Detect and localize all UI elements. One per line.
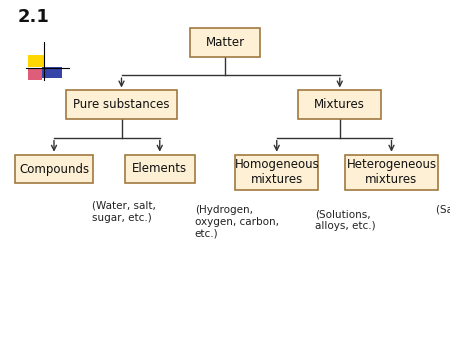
FancyBboxPatch shape — [235, 155, 319, 190]
Text: (Solutions,
alloys, etc.): (Solutions, alloys, etc.) — [315, 210, 376, 231]
Text: Matter: Matter — [206, 36, 244, 49]
Text: Mixtures: Mixtures — [314, 98, 365, 111]
Text: Homogeneous
mixtures: Homogeneous mixtures — [234, 159, 319, 186]
FancyBboxPatch shape — [28, 68, 42, 80]
Text: Heterogeneous
mixtures: Heterogeneous mixtures — [346, 159, 436, 186]
FancyBboxPatch shape — [125, 155, 194, 183]
FancyBboxPatch shape — [298, 91, 381, 119]
FancyBboxPatch shape — [28, 55, 44, 67]
Text: (Hydrogen,
oxygen, carbon,
etc.): (Hydrogen, oxygen, carbon, etc.) — [195, 206, 279, 239]
Text: Elements: Elements — [132, 163, 187, 175]
FancyBboxPatch shape — [190, 28, 260, 57]
FancyBboxPatch shape — [67, 91, 176, 119]
FancyBboxPatch shape — [346, 155, 437, 190]
Text: Compounds: Compounds — [19, 163, 89, 175]
Text: Pure substances: Pure substances — [73, 98, 170, 111]
FancyBboxPatch shape — [42, 67, 62, 78]
FancyBboxPatch shape — [14, 155, 94, 183]
Text: (Water, salt,
sugar, etc.): (Water, salt, sugar, etc.) — [92, 201, 156, 222]
Text: (Sand, dirt, etc.): (Sand, dirt, etc.) — [436, 204, 450, 214]
Text: 2.1: 2.1 — [18, 8, 50, 26]
